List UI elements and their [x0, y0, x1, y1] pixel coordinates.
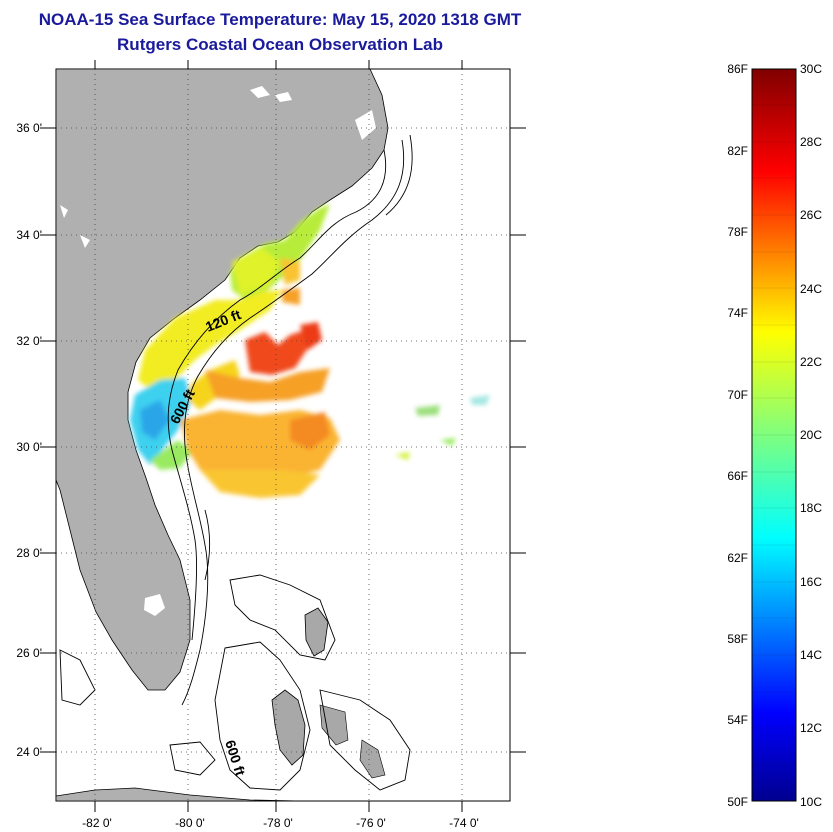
lat-label-24: 24 0': [16, 745, 42, 759]
colorbar-f-78: 78F: [727, 225, 748, 239]
colorbar-c-16: 16C: [800, 575, 822, 589]
colorbar-f-66: 66F: [727, 469, 748, 483]
bathymetry-contours: [59, 134, 413, 791]
map-subtitle: Rutgers Coastal Ocean Observation Lab: [117, 35, 443, 54]
lat-label-30: 30 0': [16, 440, 42, 454]
colorbar-c-20: 20C: [800, 428, 822, 442]
colorbar-f-70: 70F: [727, 388, 748, 402]
colorbar-f-54: 54F: [727, 713, 748, 727]
colorbar-f-58: 58F: [727, 632, 748, 646]
colorbar-f-82: 82F: [727, 144, 748, 158]
lon-label-80: -80 0': [175, 816, 205, 830]
colorbar-f-86: 86F: [727, 62, 748, 76]
temperature-colorbar: 86F 82F 78F 74F 70F 66F 62F 58F 54F 50F …: [727, 62, 822, 809]
land-bahamas-abaco: [304, 607, 329, 657]
colorbar-c-14: 14C: [800, 648, 822, 662]
colorbar-c-24: 24C: [800, 282, 822, 296]
lat-label-36: 36 0': [16, 121, 42, 135]
colorbar-c-28: 28C: [800, 135, 822, 149]
land-cuba: [56, 787, 301, 801]
map-title: NOAA-15 Sea Surface Temperature: May 15,…: [38, 10, 522, 29]
colorbar-c-26: 26C: [800, 208, 822, 222]
colorbar-f-50: 50F: [727, 795, 748, 809]
lon-label-74: -74 0': [449, 816, 479, 830]
colorbar-c-18: 18C: [800, 501, 822, 515]
lat-label-32: 32 0': [16, 334, 42, 348]
lon-label-82: -82 0': [82, 816, 112, 830]
colorbar-f-62: 62F: [727, 551, 748, 565]
lat-label-26: 26 0': [16, 646, 42, 660]
lon-label-76: -76 0': [356, 816, 386, 830]
colorbar-c-10: 10C: [800, 795, 822, 809]
map-panel: 120 ft 600 ft 600 ft 36 0' 34 0' 32 0': [16, 60, 526, 830]
colorbar-f-74: 74F: [727, 306, 748, 320]
colorbar-c-12: 12C: [800, 721, 822, 735]
graticule: [56, 69, 510, 801]
colorbar-c-30: 30C: [800, 62, 822, 76]
lon-label-78: -78 0': [263, 816, 293, 830]
lat-label-34: 34 0': [16, 228, 42, 242]
land-mainland: [56, 69, 389, 691]
colorbar-gradient: [751, 68, 797, 802]
lat-label-28: 28 0': [16, 546, 42, 560]
land-bahamas-andros: [271, 689, 306, 766]
colorbar-c-22: 22C: [800, 355, 822, 369]
